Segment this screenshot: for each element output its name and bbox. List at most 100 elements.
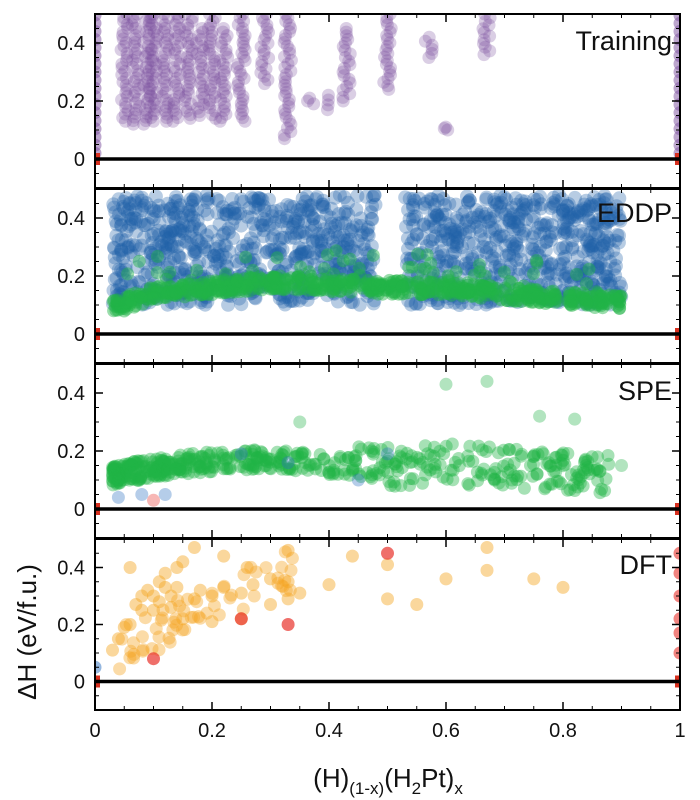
spe-green-point: [134, 472, 148, 485]
eddp-blue-point: [329, 239, 344, 254]
eddp-blue-point: [174, 210, 189, 225]
dft-orange-point: [527, 572, 541, 586]
eddp-green-point: [340, 282, 354, 296]
eddp-blue-point: [158, 245, 173, 260]
eddp-blue-point: [170, 193, 185, 208]
eddp-blue-point: [353, 263, 368, 278]
eddp-green-point: [371, 287, 385, 301]
eddp-green-point: [371, 284, 385, 298]
eddp-green-point: [221, 279, 235, 293]
eddp-green-point: [329, 244, 343, 258]
training-point: [284, 125, 298, 139]
eddp-blue-point: [518, 278, 533, 293]
training-point: [173, 57, 187, 71]
eddp-blue-point: [152, 228, 167, 243]
eddp-green-point: [183, 277, 196, 291]
training-point: [281, 57, 295, 71]
eddp-blue-point: [346, 265, 361, 280]
eddp-blue-point: [199, 193, 214, 208]
eddp-blue-point: [545, 225, 559, 240]
spe-green-point: [568, 484, 582, 497]
eddp-blue-point: [567, 190, 582, 205]
training-point: [378, 50, 392, 64]
eddp-green-point: [199, 284, 212, 298]
training-point: [167, 104, 181, 118]
training-point: [338, 43, 352, 57]
eddp-blue-point: [500, 203, 515, 218]
eddp-blue-point: [326, 285, 341, 300]
eddp-blue-point: [167, 265, 182, 280]
eddp-blue-point: [118, 233, 133, 248]
spe-green-point: [298, 447, 312, 461]
eddp-blue-point: [518, 266, 533, 281]
eddp-blue-point: [583, 225, 598, 240]
eddp-green-point: [374, 278, 388, 292]
eddp-blue-point: [336, 240, 351, 254]
eddp-blue-point: [268, 203, 283, 218]
eddp-green-point: [524, 295, 538, 309]
eddp-green-point: [450, 282, 464, 296]
eddp-blue-point: [434, 223, 449, 238]
eddp-green-point: [389, 277, 403, 291]
eddp-green-point: [461, 285, 475, 299]
spe-green-point: [148, 468, 162, 482]
eddp-green-point: [111, 300, 125, 313]
training-point: [172, 29, 186, 42]
eddp-blue-point: [506, 222, 521, 237]
eddp-blue-point: [455, 240, 470, 255]
eddp-green-point: [278, 281, 292, 295]
training-point: [197, 98, 210, 112]
eddp-blue-point: [465, 267, 480, 281]
training-point: [149, 21, 163, 35]
spe-green-point: [302, 459, 316, 472]
eddp-green-point: [371, 281, 385, 295]
spe-green-point: [150, 460, 164, 474]
eddp-blue-point: [431, 275, 446, 290]
spe-green-point: [115, 466, 129, 480]
spe-green-point: [503, 443, 517, 457]
training-point: [254, 66, 268, 80]
eddp-blue-point: [570, 228, 585, 243]
eddp-blue-point: [255, 218, 270, 233]
eddp-blue-point: [123, 217, 138, 232]
training-point: [142, 32, 156, 46]
eddp-blue-point: [199, 189, 214, 203]
eddp-blue-point: [118, 262, 133, 277]
eddp-blue-point: [398, 278, 413, 292]
eddp-green-point: [241, 279, 255, 292]
eddp-green-point: [366, 282, 380, 296]
training-point: [132, 78, 145, 92]
eddp-green-point: [401, 275, 415, 289]
eddp-blue-point: [460, 278, 475, 293]
eddp-green-point: [251, 275, 265, 289]
eddp-blue-point: [185, 276, 200, 291]
eddp-green-point: [533, 295, 546, 309]
spe-green-point: [333, 450, 347, 463]
eddp-blue-point: [114, 284, 129, 299]
y-tick-label: 0.2: [57, 615, 85, 637]
training-point: [380, 54, 394, 68]
eddp-blue-point: [556, 240, 571, 255]
eddp-blue-point: [592, 260, 607, 275]
eddp-blue-point: [275, 230, 290, 245]
eddp-blue-point: [541, 266, 556, 281]
eddp-green-point: [234, 283, 248, 297]
eddp-blue-point: [289, 256, 304, 270]
eddp-green-point: [239, 250, 253, 264]
spe-green-point: [444, 463, 458, 477]
spe-green-point: [172, 454, 185, 468]
eddp-blue-point: [507, 215, 522, 230]
eddp-blue-point: [433, 270, 448, 285]
eddp-blue-point: [314, 233, 329, 248]
eddp-blue-point: [149, 291, 164, 306]
spe-green-point: [130, 462, 144, 475]
eddp-blue-point: [448, 227, 463, 242]
eddp-blue-point: [352, 257, 367, 272]
spe-green-point: [107, 471, 121, 485]
eddp-blue-point: [277, 290, 292, 305]
eddp-blue-point: [469, 297, 484, 311]
spe-green-point: [496, 478, 510, 492]
training-point: [169, 54, 183, 67]
eddp-green-point: [394, 274, 408, 288]
eddp-blue-point: [590, 254, 605, 269]
